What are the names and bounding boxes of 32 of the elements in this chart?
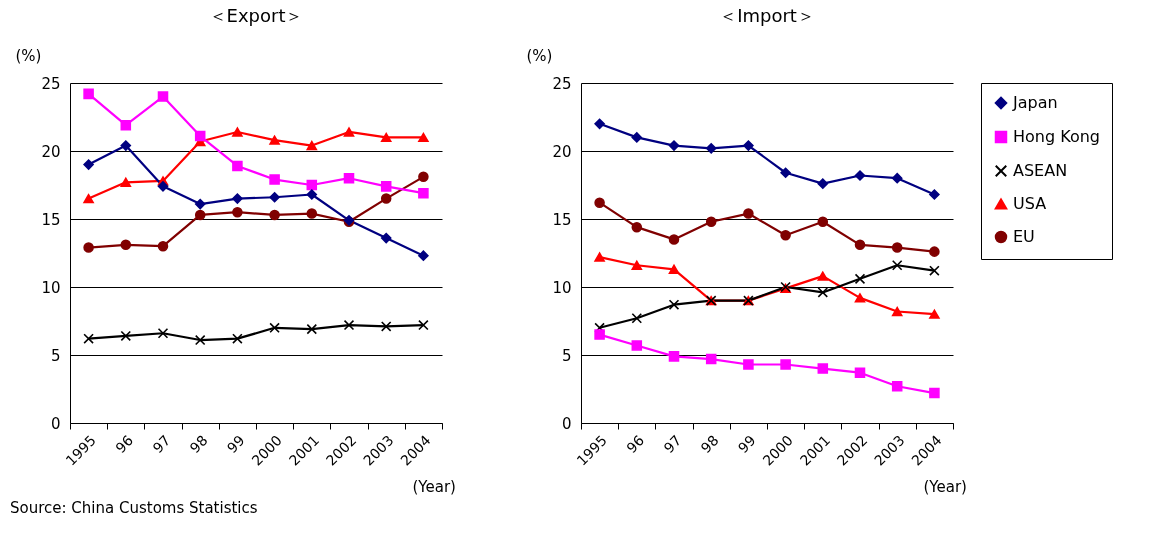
legend-label: USA <box>1013 194 1047 213</box>
y-axis-title: (%) <box>526 46 553 65</box>
x-tick-label: 97 <box>660 432 685 457</box>
y-tick-label: 15 <box>552 210 572 229</box>
y-tick-label: 20 <box>41 142 61 161</box>
chart-title: ＜Export＞ <box>208 5 304 26</box>
x-axis-title: (Year) <box>923 477 967 496</box>
x-tick-label: 98 <box>186 432 211 457</box>
y-tick-label: 25 <box>41 74 61 93</box>
x-tick-label: 96 <box>112 432 137 457</box>
x-tick-label: 96 <box>623 432 648 457</box>
y-tick-label: 0 <box>561 414 572 433</box>
chart-title: ＜Import＞ <box>719 5 815 26</box>
source-note: Source: China Customs Statistics <box>10 499 258 517</box>
y-tick-label: 15 <box>41 210 61 229</box>
y-axis-title: (%) <box>15 46 42 65</box>
y-tick-label: 10 <box>552 278 572 297</box>
legend-label: Japan <box>1012 93 1058 112</box>
y-tick-label: 20 <box>552 142 572 161</box>
x-tick-label: 99 <box>223 432 248 457</box>
legend-label: Hong Kong <box>1013 127 1100 146</box>
y-tick-label: 0 <box>50 414 61 433</box>
x-axis-title: (Year) <box>412 477 456 496</box>
x-tick-label: 97 <box>149 432 174 457</box>
legend-label: ASEAN <box>1013 161 1068 180</box>
y-tick-label: 5 <box>561 346 572 365</box>
y-tick-label: 25 <box>552 74 572 93</box>
x-tick-label: 99 <box>734 432 759 457</box>
y-tick-label: 5 <box>50 346 61 365</box>
legend-label: EU <box>1013 227 1035 246</box>
y-tick-label: 10 <box>41 278 61 297</box>
x-tick-label: 98 <box>697 432 722 457</box>
